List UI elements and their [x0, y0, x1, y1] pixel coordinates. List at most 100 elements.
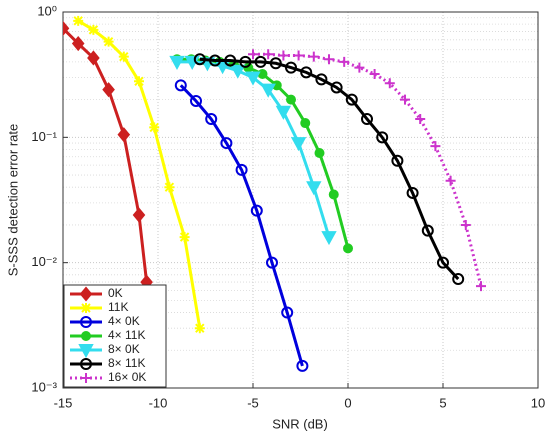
marker: [361, 113, 374, 125]
marker: [430, 141, 441, 152]
marker: [308, 51, 319, 62]
marker: [243, 62, 254, 73]
marker: [324, 54, 334, 65]
marker: [421, 224, 434, 237]
legend-label: 4× 0K: [108, 314, 140, 328]
marker: [209, 54, 222, 67]
marker: [254, 55, 267, 68]
x-tick-label: 5: [439, 395, 446, 410]
marker: [239, 55, 252, 68]
marker: [330, 81, 343, 94]
x-axis-label: SNR (dB): [272, 416, 328, 431]
marker: [452, 273, 465, 285]
marker: [164, 182, 175, 193]
marker: [339, 56, 350, 67]
series-line: [199, 57, 460, 281]
legend-label: 8× 0K: [108, 342, 140, 356]
marker: [81, 303, 91, 313]
y-axis-label: S-SSS detection error rate: [5, 124, 20, 276]
marker: [80, 316, 93, 328]
marker: [269, 57, 282, 70]
marker: [78, 344, 94, 359]
marker: [281, 306, 294, 319]
legend-label: 11K: [108, 300, 128, 314]
marker: [293, 50, 304, 61]
marker: [220, 137, 233, 149]
marker: [271, 80, 282, 91]
marker: [278, 50, 289, 61]
marker: [248, 49, 258, 60]
axes-box: [62, 11, 539, 389]
y-tick-label: 10⁻¹: [31, 129, 57, 144]
marker: [79, 286, 93, 302]
marker: [87, 50, 100, 66]
marker: [194, 323, 205, 334]
marker: [263, 49, 274, 60]
marker: [63, 20, 70, 36]
marker: [286, 94, 297, 105]
marker: [306, 181, 322, 196]
marker: [230, 64, 246, 79]
marker: [118, 51, 129, 62]
legend-label: 4× 11K: [108, 328, 145, 342]
marker: [376, 131, 389, 144]
marker: [343, 243, 354, 254]
marker: [193, 53, 206, 66]
legend-label: 8× 11K: [108, 356, 145, 370]
marker: [235, 163, 248, 176]
y-tick-label: 10⁻²: [31, 254, 57, 269]
marker: [315, 73, 328, 86]
marker: [296, 360, 309, 372]
marker: [314, 148, 325, 158]
marker: [345, 93, 358, 106]
marker: [275, 105, 292, 120]
marker: [391, 154, 404, 167]
marker: [290, 137, 307, 152]
marker: [205, 113, 218, 125]
marker: [460, 219, 471, 230]
marker: [250, 204, 263, 217]
marker: [174, 79, 187, 92]
marker: [321, 231, 337, 246]
marker: [134, 76, 144, 87]
marker: [384, 78, 395, 89]
y-tick-label: 10⁻³: [31, 379, 57, 394]
marker: [354, 62, 365, 73]
marker: [300, 66, 313, 79]
x-tick-label: -10: [149, 395, 168, 410]
plot-layer: [63, 15, 486, 372]
marker: [117, 127, 131, 143]
marker: [257, 69, 268, 80]
marker: [328, 189, 339, 200]
marker: [169, 55, 185, 70]
marker: [445, 175, 456, 186]
marker: [73, 15, 84, 26]
marker: [149, 122, 160, 133]
marker: [260, 83, 276, 98]
marker: [406, 187, 419, 199]
marker: [88, 24, 99, 35]
marker: [81, 331, 92, 341]
legend-label: 0K: [108, 286, 123, 300]
marker: [80, 358, 93, 370]
legend-label: 16× 0K: [108, 370, 146, 384]
marker: [476, 281, 486, 292]
y-tick-label: 10⁰: [37, 3, 57, 18]
x-tick-label: -5: [247, 395, 259, 410]
marker: [103, 36, 114, 47]
marker: [179, 232, 190, 243]
marker: [245, 71, 261, 86]
marker: [415, 114, 426, 125]
marker: [81, 373, 91, 383]
marker: [190, 95, 203, 107]
marker: [437, 256, 450, 269]
x-tick-label: 0: [344, 395, 351, 410]
marker: [266, 256, 279, 269]
marker: [132, 207, 146, 223]
x-tick-label: -15: [54, 395, 73, 410]
marker: [300, 118, 311, 129]
marker: [71, 35, 85, 52]
series-line: [179, 84, 304, 367]
marker: [369, 69, 380, 80]
